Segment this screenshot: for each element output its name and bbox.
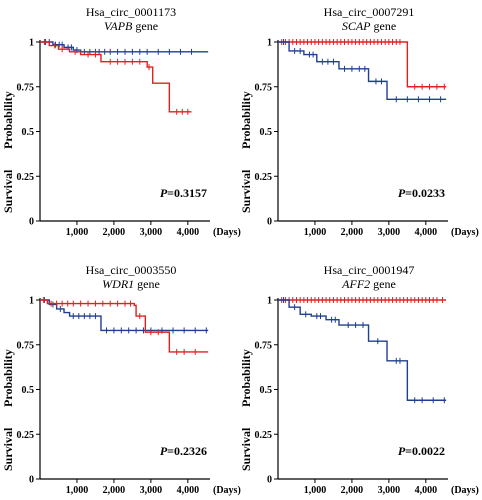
gene-label: WDR1 gene <box>102 277 160 291</box>
survival-series <box>40 297 209 334</box>
y-axis-label-survival: Survival <box>239 427 253 471</box>
y-tick-label: 0.25 <box>255 172 273 183</box>
survival-curve <box>40 299 209 332</box>
x-tick-label: 3,000 <box>378 485 401 496</box>
x-tick-label: 1,000 <box>66 485 89 496</box>
x-tick-label: 4,000 <box>177 485 200 496</box>
survival-series <box>40 39 192 115</box>
survival-curve <box>40 41 192 113</box>
y-tick-label: 1 <box>267 38 272 49</box>
x-tick-label: 2,000 <box>341 485 364 496</box>
panel-title: Hsa_circ_0003550 <box>86 263 177 277</box>
survival-series <box>278 297 447 303</box>
x-tick-label: 4,000 <box>415 227 438 238</box>
gene-suffix: gene <box>134 277 160 291</box>
x-unit-label: (Days) <box>213 485 241 496</box>
x-tick-label: 4,000 <box>177 227 200 238</box>
x-tick-label: 2,000 <box>103 227 126 238</box>
p-value-label: P=0.0022 <box>398 444 445 458</box>
y-tick-label: 0.25 <box>17 430 35 441</box>
y-tick-label: 0.25 <box>17 172 35 183</box>
x-unit-label: (Days) <box>451 227 479 238</box>
survival-curve <box>278 41 447 88</box>
gene-symbol: AFF2 <box>341 277 370 291</box>
p-value-label: P=0.3157 <box>160 186 207 200</box>
p-symbol: P <box>160 186 168 200</box>
gene-label: AFF2 gene <box>341 277 396 291</box>
x-tick-label: 1,000 <box>304 485 327 496</box>
y-tick-label: 0.5 <box>22 127 35 138</box>
y-tick-label: 0.5 <box>260 127 273 138</box>
x-tick-label: 4,000 <box>415 485 438 496</box>
p-symbol: P <box>398 186 406 200</box>
y-axis-label-survival: Survival <box>1 169 15 213</box>
survival-curve <box>278 41 447 100</box>
panel-title: Hsa_circ_0001947 <box>324 263 415 277</box>
gene-symbol: VAPB <box>104 19 133 33</box>
survival-curve <box>40 299 209 353</box>
p-symbol: P <box>160 444 168 458</box>
survival-series <box>278 39 447 103</box>
survival-curve <box>40 41 209 53</box>
p-number: =0.2326 <box>167 444 207 458</box>
x-unit-label: (Days) <box>451 485 479 496</box>
y-tick-label: 0.75 <box>255 82 273 93</box>
x-tick-label: 3,000 <box>378 227 401 238</box>
gene-suffix: gene <box>132 19 158 33</box>
y-tick-label: 0 <box>29 475 34 486</box>
gene-label: SCAP gene <box>342 19 396 33</box>
p-symbol: P <box>398 444 406 458</box>
y-axis-label-probability: Probability <box>239 349 253 407</box>
gene-symbol: SCAP <box>342 19 371 33</box>
p-value-label: P=0.0233 <box>398 186 445 200</box>
y-axis-label-probability: Probability <box>239 91 253 149</box>
p-number: =0.3157 <box>167 186 207 200</box>
y-tick-label: 0 <box>29 217 34 228</box>
y-tick-label: 0 <box>267 475 272 486</box>
y-axis-label-probability: Probability <box>1 349 15 407</box>
y-tick-label: 1 <box>29 38 34 49</box>
y-tick-label: 0.75 <box>255 340 273 351</box>
y-tick-label: 0.75 <box>17 340 35 351</box>
x-tick-label: 1,000 <box>304 227 327 238</box>
survival-series <box>40 39 209 55</box>
x-tick-label: 1,000 <box>66 227 89 238</box>
panel-title: Hsa_circ_0007291 <box>324 5 415 19</box>
x-unit-label: (Days) <box>213 227 241 238</box>
x-tick-label: 2,000 <box>103 485 126 496</box>
panel-title: Hsa_circ_0001173 <box>86 5 176 19</box>
y-axis-label-survival: Survival <box>1 427 15 471</box>
p-value-label: P=0.2326 <box>160 444 207 458</box>
y-tick-label: 1 <box>29 296 34 307</box>
survival-series <box>278 297 447 404</box>
x-tick-label: 2,000 <box>341 227 364 238</box>
gene-suffix: gene <box>371 19 397 33</box>
x-tick-label: 3,000 <box>140 227 163 238</box>
survival-curve <box>278 299 447 401</box>
x-tick-label: 3,000 <box>140 485 163 496</box>
p-number: =0.0233 <box>405 186 445 200</box>
y-axis-label-survival: Survival <box>239 169 253 213</box>
y-tick-label: 0 <box>267 217 272 228</box>
survival-series <box>40 297 209 355</box>
gene-label: VAPB gene <box>104 19 158 33</box>
y-tick-label: 0.25 <box>255 430 273 441</box>
y-tick-label: 0.5 <box>260 385 273 396</box>
y-axis-label-probability: Probability <box>1 91 15 149</box>
p-number: =0.0022 <box>405 444 445 458</box>
survival-series <box>278 39 447 90</box>
y-tick-label: 1 <box>267 296 272 307</box>
y-tick-label: 0.5 <box>22 385 35 396</box>
gene-suffix: gene <box>370 277 396 291</box>
gene-symbol: WDR1 <box>102 277 134 291</box>
y-tick-label: 0.75 <box>17 82 35 93</box>
